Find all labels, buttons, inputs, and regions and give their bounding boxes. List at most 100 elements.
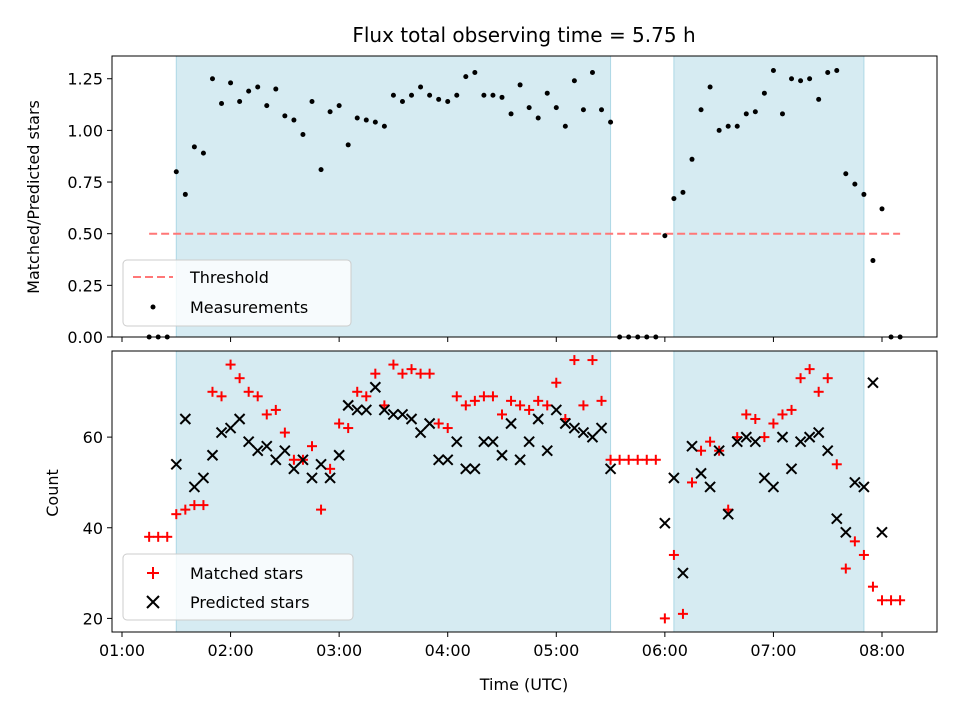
- measurement-point: [526, 105, 532, 111]
- measurement-point: [463, 74, 469, 80]
- predicted-star-point: [532, 413, 544, 425]
- measurement-point: [427, 92, 433, 98]
- measurement-point: [834, 67, 840, 73]
- matched-star-point: [207, 386, 218, 397]
- bottom-y-tick-label: 60: [83, 428, 103, 447]
- matched-star-point: [677, 608, 688, 619]
- top-y-tick-label: 1.00: [67, 121, 103, 140]
- top-y-axis-label: Matched/Predicted stars: [24, 100, 43, 294]
- predicted-star-d2: [668, 472, 680, 484]
- measurement-point: [255, 84, 261, 90]
- predicted-star-point: [867, 377, 879, 389]
- matched-star-point: [506, 395, 517, 406]
- predicted-star-point: [550, 404, 562, 416]
- predicted-star-point: [197, 472, 210, 484]
- predicted-star-d2: [541, 445, 553, 457]
- measurement-point: [807, 76, 813, 82]
- measurement-point: [770, 67, 776, 73]
- measurement-point: [852, 181, 858, 187]
- predicted-star-point: [767, 481, 780, 493]
- predicted-star-point: [595, 422, 608, 434]
- legend-measurements-swatch: [150, 304, 156, 310]
- x-axis-label: Time (UTC): [479, 675, 568, 694]
- predicted-star-d2: [749, 435, 762, 448]
- predicted-star-point: [740, 431, 752, 443]
- predicted-star-point: [858, 481, 870, 493]
- legend-predicted-label: Predicted stars: [190, 593, 310, 612]
- predicted-star-point: [179, 413, 192, 425]
- predicted-star-point: [785, 463, 798, 475]
- legend-threshold-label: Threshold: [189, 268, 269, 287]
- top-panel: 0.00 0.25 0.50 0.75 1.00 1.25 Matched/Predict…: [24, 55, 938, 347]
- predicted-star-d2: [559, 417, 572, 430]
- matched-star-point: [696, 445, 707, 456]
- measurement-point: [843, 171, 849, 177]
- legend-measurements-label: Measurements: [190, 298, 308, 317]
- predicted-star-d2: [170, 458, 182, 471]
- predicted-star-point: [252, 445, 264, 457]
- measurement-point: [490, 92, 496, 98]
- predicted-star-point: [541, 445, 553, 457]
- predicted-star-point: [369, 381, 382, 393]
- matched-star-point: [813, 386, 824, 397]
- matched-star-point: [460, 400, 471, 411]
- matched-star-point: [316, 504, 327, 515]
- predicted-star-point: [704, 481, 716, 493]
- measurement-point: [789, 76, 795, 82]
- predicted-star-point: [288, 463, 300, 475]
- measurement-point: [472, 70, 478, 76]
- matched-star-point: [469, 395, 480, 406]
- matched-star-point: [144, 531, 155, 542]
- predicted-star-point: [396, 408, 409, 421]
- measurement-points: [146, 67, 903, 340]
- matched-star-point: [524, 404, 535, 415]
- measurement-point: [662, 233, 668, 239]
- matched-star-point: [705, 436, 716, 447]
- predicted-star-d2: [586, 431, 599, 443]
- measurement-point: [725, 123, 731, 129]
- matched-star-point: [171, 509, 182, 520]
- predicted-star-point: [460, 463, 472, 475]
- measurement-point: [870, 258, 876, 264]
- matched-star-point: [370, 368, 381, 379]
- measurement-point: [816, 96, 822, 102]
- predicted-star-point: [170, 458, 182, 471]
- measurement-point: [743, 111, 749, 117]
- predicted-star-d2: [179, 413, 192, 425]
- matched-star-point: [786, 404, 797, 415]
- matched-star-point: [162, 531, 173, 542]
- predicted-star-d2: [360, 404, 372, 416]
- matched-star-point: [741, 409, 752, 420]
- top-y-ticks: 0.00 0.25 0.50 0.75 1.00 1.25: [67, 70, 112, 347]
- top-legend: Threshold Measurements: [122, 259, 352, 327]
- predicted-star-point: [451, 435, 463, 448]
- predicted-star-d2: [224, 422, 237, 434]
- measurement-point: [779, 111, 785, 117]
- matched-stars-points: [144, 355, 906, 624]
- measurement-point: [436, 96, 442, 102]
- predicted-star-d2: [306, 472, 318, 484]
- predicted-star-point: [840, 526, 852, 538]
- predicted-star-point: [722, 508, 734, 520]
- matched-star-point: [307, 441, 317, 452]
- predicted-star-point: [351, 404, 363, 416]
- matched-star-point: [551, 377, 562, 388]
- measurement-point: [562, 123, 568, 129]
- predicted-star-d2: [505, 417, 517, 430]
- predicted-star-d2: [695, 467, 707, 480]
- matched-star-point: [261, 409, 272, 420]
- measurement-point: [381, 123, 387, 129]
- x-tick-label: 06:00: [642, 641, 688, 660]
- measurement-point: [589, 70, 595, 76]
- matched-star-point: [325, 463, 336, 474]
- legend-predicted-swatch: [146, 595, 160, 609]
- matched-star-point: [587, 355, 598, 366]
- matched-star-point: [361, 391, 372, 402]
- predicted-star-point: [215, 426, 228, 439]
- measurement-point: [228, 80, 234, 86]
- legend-matched-swatch: [147, 567, 159, 579]
- matched-star-point: [641, 454, 652, 465]
- predicted-star-d2: [451, 435, 463, 448]
- predicted-star-d2: [785, 463, 798, 475]
- matched-star-point: [895, 595, 906, 606]
